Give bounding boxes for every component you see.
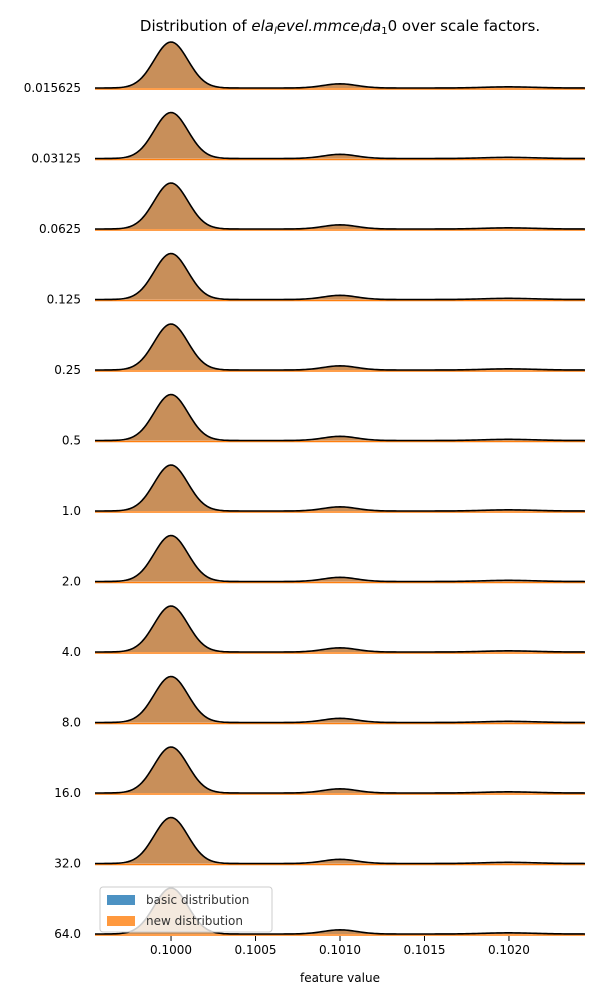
ridge-row: 0.25 xyxy=(54,323,586,377)
ridge-row: 0.015625 xyxy=(24,41,586,95)
y-tick-label: 1.0 xyxy=(62,504,81,518)
ridge-outline xyxy=(95,464,586,512)
chart-title: Distribution of elalevel.mmcelda10 over … xyxy=(140,17,540,37)
legend: basic distribution new distribution xyxy=(99,886,273,933)
ridge-outline xyxy=(95,323,586,371)
ridge-row: 0.0625 xyxy=(39,182,586,236)
y-tick-label: 0.03125 xyxy=(31,152,81,166)
ridge-area xyxy=(95,42,585,88)
ridge-outline xyxy=(95,252,586,301)
legend-label-new: new distribution xyxy=(146,914,243,928)
ridge-row: 0.125 xyxy=(47,252,586,307)
ridge-outline xyxy=(95,41,586,89)
ridge-row: 0.5 xyxy=(62,393,586,448)
y-tick-label: 0.25 xyxy=(54,363,81,377)
x-tick-label: 0.1000 xyxy=(150,943,192,957)
x-axis: 0.1000 0.1005 0.1010 0.1015 0.1020 xyxy=(150,936,530,957)
ridge-area xyxy=(95,535,585,582)
ridge-row: 32.0 xyxy=(54,816,586,871)
x-tick-label: 0.1015 xyxy=(403,943,445,957)
legend-swatch-new xyxy=(107,916,135,926)
y-tick-label: 2.0 xyxy=(62,575,81,589)
y-tick-label: 0.015625 xyxy=(24,81,81,95)
ridge-row: 8.0 xyxy=(62,675,586,730)
y-tick-label: 0.5 xyxy=(62,434,81,448)
x-axis-label: feature value xyxy=(300,971,380,985)
ridge-area xyxy=(95,112,585,159)
y-tick-label: 4.0 xyxy=(62,645,81,659)
ridge-area xyxy=(95,183,585,229)
ridge-row: 16.0 xyxy=(54,746,586,800)
ridge-row: 0.03125 xyxy=(31,111,586,166)
ridge-area xyxy=(95,817,585,864)
legend-swatch-basic xyxy=(107,895,135,905)
legend-frame xyxy=(99,886,273,933)
ridge-outline xyxy=(95,816,586,865)
x-tick-label: 0.1020 xyxy=(488,943,530,957)
ridge-area xyxy=(95,253,585,300)
ridge-area xyxy=(95,606,585,652)
ridge-outline xyxy=(95,534,586,583)
ridge-area xyxy=(95,394,585,441)
y-tick-label: 0.0625 xyxy=(39,222,81,236)
y-tick-label: 64.0 xyxy=(54,927,81,941)
ridge-outline xyxy=(95,746,586,794)
y-tick-label: 0.125 xyxy=(47,293,81,307)
ridges: 0.015625 0.03125 0.0625 0.125 0.25 0.5 1.0 2.0 4… xyxy=(24,41,586,941)
ridge-outline xyxy=(95,605,586,653)
ridge-outline xyxy=(95,182,586,230)
x-tick-label: 0.1005 xyxy=(235,943,277,957)
ridge-row: 1.0 xyxy=(62,464,586,518)
ridge-outline xyxy=(95,675,586,724)
y-tick-label: 16.0 xyxy=(54,786,81,800)
ridge-outline xyxy=(95,111,586,160)
ridge-area xyxy=(95,747,585,793)
ridge-area xyxy=(95,465,585,511)
x-tick-label: 0.1010 xyxy=(319,943,361,957)
legend-label-basic: basic distribution xyxy=(146,893,249,907)
ridge-row: 2.0 xyxy=(62,534,586,589)
y-tick-label: 32.0 xyxy=(54,857,81,871)
ridge-outline xyxy=(95,393,586,442)
ridge-area xyxy=(95,324,585,370)
ridge-area xyxy=(95,676,585,723)
y-tick-label: 8.0 xyxy=(62,716,81,730)
ridge-row: 4.0 xyxy=(62,605,586,659)
